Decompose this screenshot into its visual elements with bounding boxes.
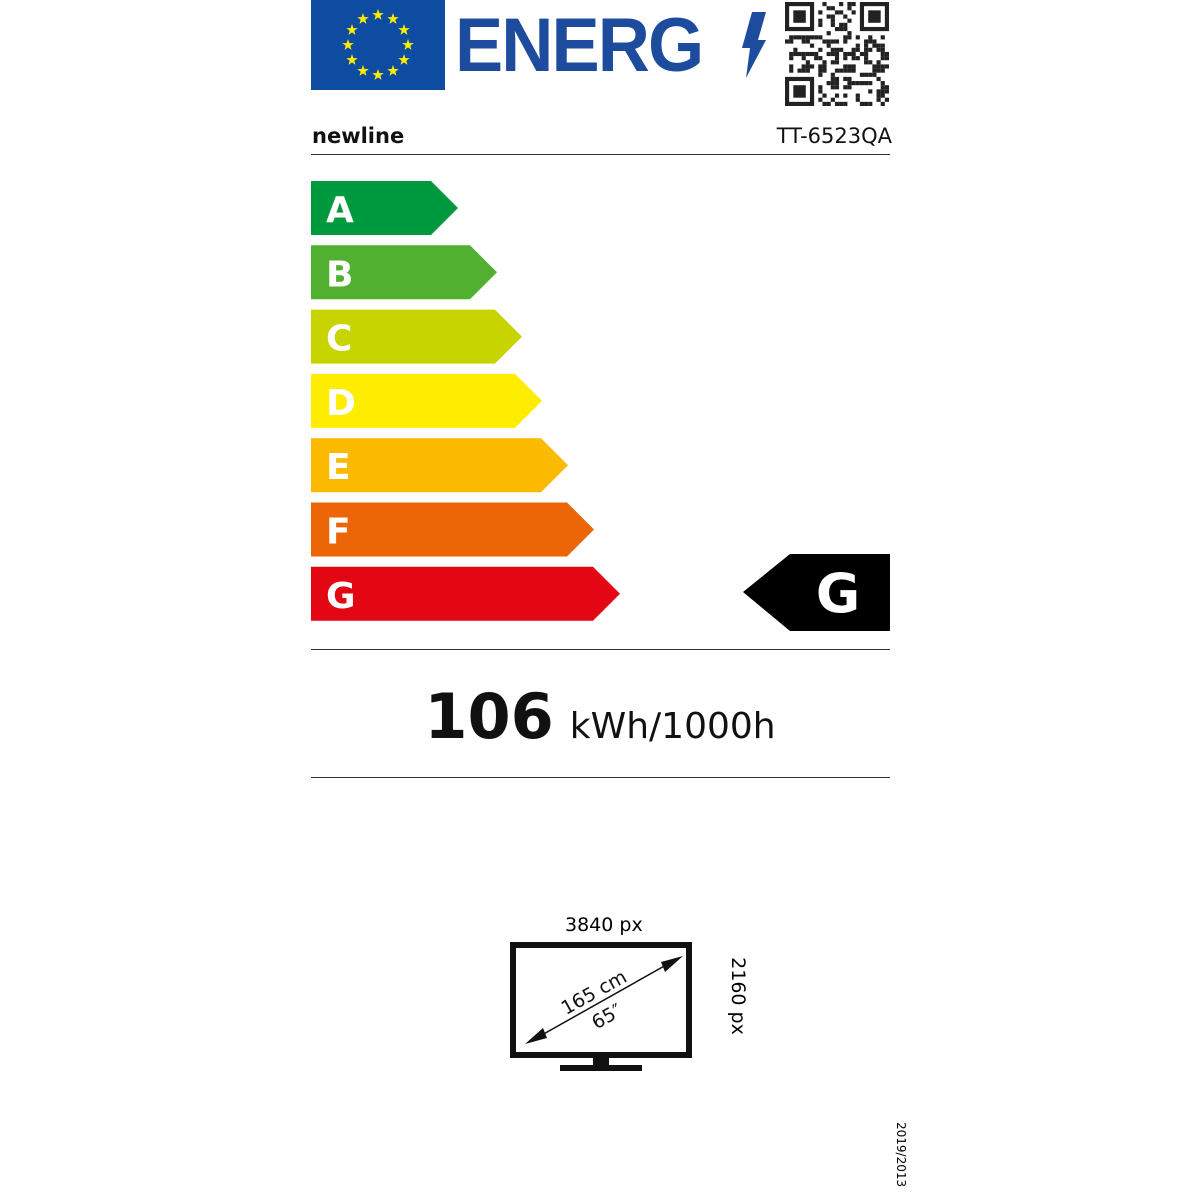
tv-icon: 165 cm 65″	[510, 942, 692, 1071]
consumption-value: 106	[424, 680, 554, 753]
star-icon	[402, 39, 414, 50]
energy-class-e: E	[311, 438, 568, 493]
rated-class-label: G	[816, 562, 860, 625]
class-label: E	[326, 447, 351, 488]
class-label: B	[326, 254, 353, 295]
star-icon	[346, 24, 358, 35]
class-bar	[311, 245, 497, 300]
energy-logo-text: ENERG	[455, 3, 704, 88]
star-icon	[357, 65, 369, 76]
resolution-width: 3840 px	[565, 914, 643, 936]
class-label: A	[326, 190, 354, 231]
class-bar	[311, 502, 594, 557]
star-icon	[372, 9, 384, 20]
energy-class-c: C	[311, 309, 522, 364]
lightning-bolt-icon	[742, 12, 766, 78]
supplier-name: newline	[312, 124, 405, 148]
star-icon	[372, 69, 384, 80]
star-icon	[398, 24, 410, 35]
resolution-height: 2160 px	[727, 957, 749, 1035]
energy-class-b: B	[311, 245, 497, 300]
class-bar	[311, 566, 620, 621]
star-icon	[342, 39, 354, 50]
divider	[311, 154, 890, 155]
qr-code[interactable]	[784, 2, 890, 106]
consumption-unit: kWh/1000h	[569, 706, 776, 747]
energy-class-g: G	[311, 566, 620, 621]
class-bar	[311, 309, 522, 364]
divider	[311, 777, 890, 778]
class-bar	[311, 438, 568, 493]
class-label: C	[326, 319, 352, 360]
class-bar	[311, 181, 458, 235]
energy-class-f: F	[311, 502, 594, 557]
energy-class-a: A	[311, 181, 458, 235]
star-icon	[387, 65, 399, 76]
energy-consumption: 106 kWh/1000h	[0, 680, 1200, 753]
class-label: G	[326, 576, 356, 617]
divider	[311, 649, 890, 650]
rated-class-indicator: G	[743, 554, 890, 631]
energy-class-d: D	[311, 373, 542, 428]
class-label: D	[326, 383, 356, 424]
star-icon	[398, 54, 410, 65]
class-label: F	[326, 512, 351, 553]
star-icon	[357, 13, 369, 24]
class-bar	[311, 373, 542, 428]
eu-flag-logo	[311, 0, 445, 90]
star-icon	[387, 13, 399, 24]
model-identifier: TT-6523QA	[776, 124, 892, 148]
star-icon	[346, 54, 358, 65]
regulation-number: 2019/2013	[894, 1122, 908, 1188]
